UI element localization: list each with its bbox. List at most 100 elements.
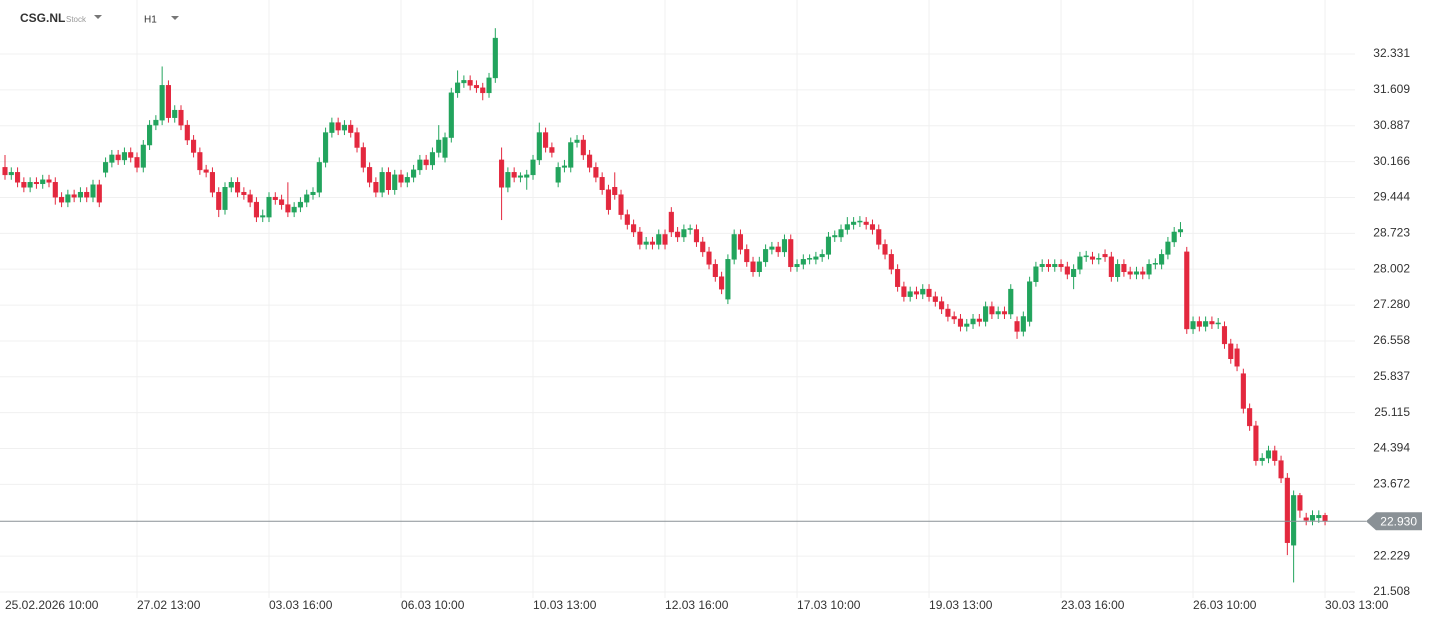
candle-body <box>423 159 429 166</box>
interval[interactable]: H1 <box>144 15 157 26</box>
candle-body <box>191 139 197 153</box>
x-tick-label: 12.03 16:00 <box>665 598 729 612</box>
candle-body <box>153 119 159 126</box>
candle-body <box>505 172 511 188</box>
candle-body <box>913 291 920 295</box>
candle-body <box>235 182 241 193</box>
candle-body <box>863 221 869 225</box>
candle-body <box>1146 264 1152 275</box>
candle-body <box>800 259 806 265</box>
candle-body <box>266 196 272 218</box>
candle-body <box>1171 231 1177 243</box>
candle-body <box>27 182 33 188</box>
instrument-type: Stock <box>66 15 87 24</box>
candle-body <box>1108 256 1114 277</box>
candle-body <box>1196 321 1202 327</box>
candle-body <box>1247 408 1253 427</box>
candle-body <box>907 291 913 297</box>
candle-body <box>819 254 825 258</box>
candle-body <box>272 196 278 200</box>
candle-body <box>1159 254 1165 265</box>
candle-body <box>77 191 83 198</box>
candle-body <box>128 152 134 158</box>
x-tick-label: 27.02 13:00 <box>137 598 201 612</box>
candle-body <box>285 204 291 213</box>
x-tick-label: 06.03 10:00 <box>401 598 465 612</box>
last-price-tag <box>1366 512 1422 531</box>
symbol-dropdown[interactable] <box>94 15 102 19</box>
candle-body <box>675 231 681 238</box>
candle-body <box>605 189 612 210</box>
candle-body <box>1240 373 1246 409</box>
y-tick-label: 31.609 <box>1373 82 1410 96</box>
interval-dropdown[interactable] <box>171 16 179 20</box>
candle-body <box>681 229 687 238</box>
candle-body <box>851 221 857 225</box>
candle-body <box>561 165 568 168</box>
candle-body <box>687 228 693 230</box>
candle-body <box>700 241 706 253</box>
y-tick-label: 29.444 <box>1373 190 1410 204</box>
candle-body <box>1309 515 1316 521</box>
candle-body <box>580 139 586 156</box>
candle-body <box>1064 266 1070 275</box>
candle-body <box>932 296 938 302</box>
candle-body <box>1215 322 1221 325</box>
symbol[interactable]: CSG.NL <box>20 11 65 25</box>
candle-body <box>1265 450 1272 459</box>
candle-body <box>788 239 794 268</box>
candle-body <box>354 132 360 148</box>
candle-body <box>216 191 222 210</box>
candle-body <box>90 184 96 198</box>
candle-body <box>1297 495 1303 511</box>
candle-body <box>1209 321 1215 325</box>
candle-body <box>756 261 762 273</box>
candle-body <box>304 194 310 203</box>
candle-body <box>649 241 656 245</box>
candle-body <box>895 269 901 287</box>
candle-body <box>775 246 781 253</box>
candle-body <box>1077 256 1083 270</box>
candle-body <box>147 124 153 146</box>
candle-body <box>260 215 266 218</box>
candle-body <box>429 152 435 166</box>
candle-body <box>203 169 209 173</box>
candle-body <box>731 234 737 260</box>
y-tick-label: 30.887 <box>1373 118 1410 132</box>
candle-body <box>517 175 524 178</box>
candle-body <box>473 85 479 89</box>
candle-body <box>103 162 109 173</box>
candle-body <box>247 194 253 203</box>
candle-body <box>989 306 995 315</box>
candle-body <box>587 154 593 168</box>
candle-body <box>882 244 888 255</box>
candle-body <box>807 258 813 260</box>
candle-body <box>172 109 178 118</box>
candle-body <box>442 137 448 158</box>
candle-body <box>436 139 442 153</box>
candle-body <box>970 318 976 325</box>
candle-body <box>165 85 171 118</box>
candle-body <box>951 316 957 320</box>
candle-body <box>511 172 517 178</box>
candle-body <box>693 229 700 243</box>
candle-body <box>134 157 140 168</box>
candle-body <box>769 246 775 250</box>
candle-body <box>323 132 329 163</box>
candle-body <box>1020 316 1026 332</box>
candle-body <box>612 187 618 195</box>
candle-body <box>1008 288 1014 315</box>
y-tick-label: 25.837 <box>1373 369 1410 383</box>
candle-body <box>995 311 1001 315</box>
candle-body <box>536 132 542 161</box>
y-tick-label: 22.229 <box>1373 548 1410 562</box>
candle-body <box>1316 515 1322 519</box>
candle-body <box>455 82 461 94</box>
candle-body <box>744 249 750 263</box>
candle-body <box>461 80 467 84</box>
candle-body <box>763 249 769 263</box>
candle-body <box>750 261 756 273</box>
candle-body <box>1272 450 1278 461</box>
candle-body <box>1228 343 1234 360</box>
